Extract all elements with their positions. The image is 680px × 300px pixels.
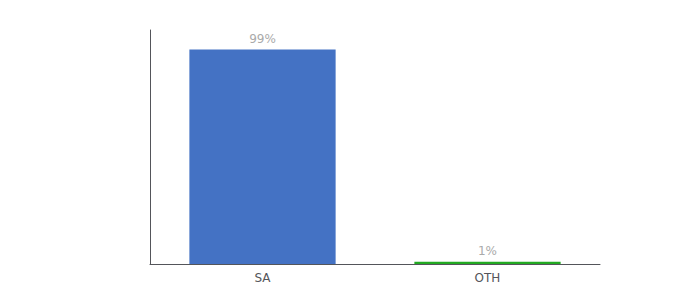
svg-text:OTH: OTH [475, 271, 501, 285]
svg-text:1%: 1% [478, 244, 497, 258]
svg-text:SA: SA [254, 271, 271, 285]
svg-text:99%: 99% [249, 32, 276, 46]
